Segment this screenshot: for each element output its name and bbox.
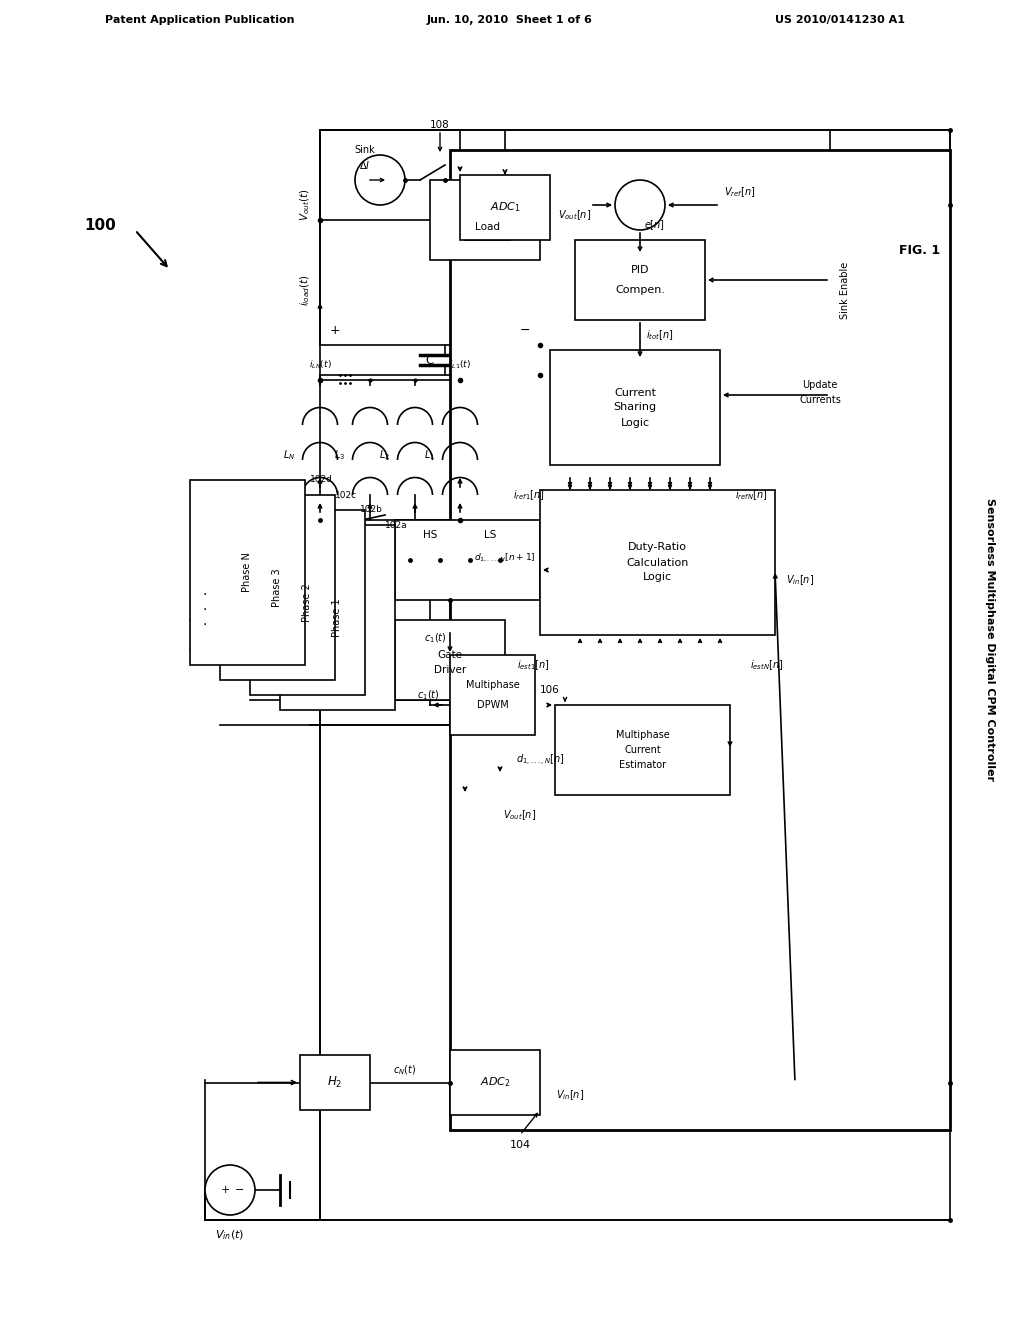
Text: $L_1$: $L_1$	[424, 447, 435, 462]
Bar	[395, 520, 540, 601]
Text: Duty-Ratio: Duty-Ratio	[628, 543, 687, 553]
Text: $d_{1,...,N}[n]$: $d_{1,...,N}[n]$	[516, 752, 564, 767]
Text: Calculation: Calculation	[627, 557, 689, 568]
Bar	[465, 215, 510, 240]
Bar	[395, 620, 505, 700]
Text: 102b: 102b	[360, 506, 383, 515]
Text: Update: Update	[803, 380, 838, 389]
Circle shape	[355, 154, 406, 205]
Circle shape	[205, 1166, 255, 1214]
Text: Logic: Logic	[621, 417, 649, 428]
Text: Compen.: Compen.	[615, 285, 665, 294]
Text: Load: Load	[475, 223, 500, 232]
Text: −: −	[520, 323, 530, 337]
Text: Sink: Sink	[354, 145, 376, 154]
Text: $L_N$: $L_N$	[283, 447, 295, 462]
Bar	[450, 150, 950, 1130]
Bar	[250, 510, 365, 696]
Text: $d_{1,...,N}[n+1]$: $d_{1,...,N}[n+1]$	[474, 552, 536, 564]
Text: $H_2$: $H_2$	[328, 1074, 343, 1090]
Text: Logic: Logic	[643, 573, 672, 582]
Text: 108: 108	[430, 120, 450, 129]
Text: DPWM: DPWM	[476, 700, 508, 710]
Text: $i_{ref1}[n]$: $i_{ref1}[n]$	[513, 488, 545, 502]
Bar	[450, 655, 535, 735]
Bar	[575, 240, 705, 319]
Text: $i_{load}(t)$: $i_{load}(t)$	[298, 275, 311, 306]
Text: $i_{estN}[n]$: $i_{estN}[n]$	[750, 659, 783, 672]
Text: $c_1(t)$: $c_1(t)$	[417, 688, 439, 702]
Text: +: +	[220, 1185, 229, 1195]
Text: Multiphase: Multiphase	[615, 730, 670, 741]
Text: $V_{out}[n]$: $V_{out}[n]$	[558, 209, 592, 222]
Bar	[190, 480, 305, 665]
Text: $L_3$: $L_3$	[334, 447, 345, 462]
Text: Sharing: Sharing	[613, 403, 656, 412]
Text: Currents: Currents	[799, 395, 841, 405]
Bar	[460, 176, 550, 240]
Circle shape	[615, 180, 665, 230]
Text: C: C	[426, 354, 434, 367]
Text: ·: ·	[203, 603, 207, 616]
Text: +: +	[330, 323, 340, 337]
Text: Gate: Gate	[437, 649, 463, 660]
Text: $\Delta I$: $\Delta I$	[359, 158, 371, 172]
Text: ·: ·	[203, 618, 207, 632]
Text: Phase 2: Phase 2	[302, 583, 312, 622]
Text: 102a: 102a	[385, 520, 408, 529]
Text: ·: ·	[203, 587, 207, 602]
Bar	[555, 705, 730, 795]
Text: US 2010/0141230 A1: US 2010/0141230 A1	[775, 15, 905, 25]
Bar	[220, 495, 335, 680]
Text: $ADC_2$: $ADC_2$	[479, 1076, 510, 1089]
Text: 102d: 102d	[310, 475, 333, 484]
Text: 104: 104	[509, 1140, 530, 1150]
Text: $V_{in}[n]$: $V_{in}[n]$	[785, 573, 814, 587]
Text: Sensorless Multiphase Digital CPM Controller: Sensorless Multiphase Digital CPM Contro…	[985, 499, 995, 781]
Text: $ADC_1$: $ADC_1$	[489, 201, 520, 214]
Text: $c_1(t)$: $c_1(t)$	[424, 631, 446, 644]
Text: Current: Current	[624, 744, 660, 755]
Text: Patent Application Publication: Patent Application Publication	[105, 15, 295, 25]
Text: Phase 1: Phase 1	[333, 598, 342, 636]
Text: $e[n]$: $e[n]$	[644, 218, 666, 232]
Text: Current: Current	[614, 388, 656, 397]
Text: 106: 106	[540, 685, 560, 696]
Text: $c_N(t)$: $c_N(t)$	[393, 1063, 417, 1077]
Bar	[450, 1049, 540, 1115]
Text: $i_{tot}[n]$: $i_{tot}[n]$	[646, 329, 674, 342]
Text: $i_{LN}(t)$: $i_{LN}(t)$	[308, 359, 332, 371]
Bar	[540, 490, 775, 635]
Text: $i_{refN}[n]$: $i_{refN}[n]$	[735, 488, 768, 502]
Text: Phase 3: Phase 3	[272, 568, 283, 607]
Text: FIG. 1: FIG. 1	[899, 243, 941, 256]
Text: PID: PID	[631, 265, 649, 275]
Bar	[280, 525, 395, 710]
Text: HS: HS	[423, 531, 437, 540]
Text: −: −	[236, 1185, 245, 1195]
Text: Sink Enable: Sink Enable	[840, 261, 850, 318]
Text: Jun. 10, 2010  Sheet 1 of 6: Jun. 10, 2010 Sheet 1 of 6	[427, 15, 593, 25]
Bar	[550, 350, 720, 465]
Bar	[430, 180, 540, 260]
Text: $V_{ref}[n]$: $V_{ref}[n]$	[724, 185, 756, 199]
Bar	[300, 1055, 370, 1110]
Text: Multiphase: Multiphase	[466, 680, 519, 690]
Text: $L_2$: $L_2$	[379, 447, 390, 462]
Text: 102c: 102c	[335, 491, 357, 499]
Text: $i_{est1}[n]$: $i_{est1}[n]$	[517, 659, 550, 672]
Text: LS: LS	[483, 531, 497, 540]
Text: Phase N: Phase N	[243, 553, 253, 593]
Text: $V_{in}[n]$: $V_{in}[n]$	[556, 1088, 584, 1102]
Text: 100: 100	[84, 218, 116, 232]
Text: $V_{out}(t)$: $V_{out}(t)$	[298, 189, 311, 222]
Text: $V_{in}(t)$: $V_{in}(t)$	[215, 1228, 245, 1242]
Text: $V_{out}[n]$: $V_{out}[n]$	[504, 808, 537, 822]
Text: Driver: Driver	[434, 665, 466, 675]
Text: Estimator: Estimator	[618, 760, 666, 770]
Text: $i_{L1}(t)$: $i_{L1}(t)$	[449, 359, 471, 371]
